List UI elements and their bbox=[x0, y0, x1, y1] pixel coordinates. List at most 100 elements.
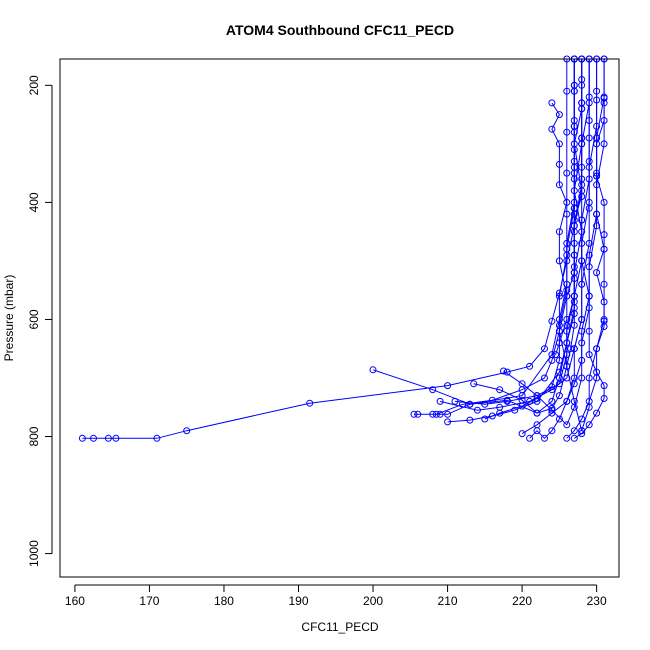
data-point bbox=[518, 402, 526, 410]
data-point bbox=[548, 99, 556, 107]
data-point bbox=[526, 362, 534, 370]
data-point bbox=[570, 175, 578, 183]
data-point bbox=[555, 111, 563, 119]
data-point bbox=[570, 298, 578, 306]
data-point bbox=[444, 418, 452, 426]
data-point bbox=[600, 231, 608, 239]
data-point bbox=[473, 406, 481, 414]
data-point bbox=[578, 280, 586, 288]
data-point bbox=[555, 327, 563, 335]
chart-title: ATOM4 Southbound CFC11_PECD bbox=[226, 22, 454, 38]
data-point bbox=[555, 292, 563, 300]
data-point bbox=[578, 374, 586, 382]
data-point bbox=[563, 421, 571, 429]
data-point bbox=[563, 292, 571, 300]
data-point bbox=[578, 193, 586, 200]
data-point bbox=[600, 117, 608, 124]
data-point bbox=[555, 356, 563, 364]
data-point bbox=[600, 140, 608, 148]
data-point bbox=[444, 410, 452, 418]
data-point bbox=[518, 380, 526, 388]
data-point bbox=[488, 412, 496, 420]
data-point bbox=[533, 427, 541, 435]
data-point bbox=[511, 406, 519, 414]
data-point bbox=[555, 228, 563, 236]
data-point bbox=[563, 169, 571, 177]
data-point bbox=[112, 434, 120, 442]
data-point bbox=[414, 410, 422, 418]
data-point bbox=[578, 163, 586, 171]
y-tick-label: 1000 bbox=[27, 540, 41, 567]
data-point bbox=[585, 251, 593, 259]
data-point bbox=[432, 410, 440, 418]
profile-line bbox=[581, 98, 605, 431]
data-point bbox=[552, 351, 560, 359]
data-point bbox=[570, 251, 578, 259]
data-point bbox=[600, 323, 608, 330]
data-point bbox=[563, 245, 571, 253]
x-tick-label: 230 bbox=[587, 594, 607, 608]
x-tick-label: 220 bbox=[512, 594, 532, 608]
data-point bbox=[585, 327, 593, 335]
y-tick-label: 400 bbox=[27, 192, 41, 212]
data-point bbox=[578, 76, 586, 83]
data-point bbox=[541, 345, 548, 353]
data-point bbox=[570, 397, 578, 405]
data-point bbox=[496, 409, 504, 417]
data-point bbox=[555, 415, 563, 423]
data-point bbox=[563, 316, 571, 323]
data-point bbox=[183, 427, 191, 435]
data-point bbox=[563, 128, 571, 136]
y-tick-label: 800 bbox=[27, 426, 41, 446]
data-point bbox=[570, 204, 578, 212]
data-point bbox=[563, 434, 571, 442]
data-point bbox=[369, 366, 377, 374]
data-point bbox=[585, 421, 593, 429]
x-tick-label: 160 bbox=[65, 594, 85, 608]
profile-series bbox=[432, 55, 571, 418]
data-point bbox=[436, 397, 444, 405]
data-point bbox=[459, 400, 466, 408]
data-point bbox=[585, 292, 593, 300]
data-point bbox=[429, 410, 437, 418]
data-point bbox=[593, 140, 601, 148]
data-point bbox=[555, 140, 563, 148]
data-point bbox=[570, 434, 578, 442]
data-point bbox=[555, 160, 563, 168]
data-point bbox=[570, 427, 578, 435]
data-point bbox=[541, 374, 548, 382]
data-point bbox=[563, 397, 571, 405]
data-point bbox=[585, 239, 593, 247]
data-point bbox=[570, 87, 578, 95]
data-point bbox=[585, 157, 593, 165]
data-point bbox=[555, 181, 563, 189]
data-point bbox=[533, 409, 541, 417]
data-point bbox=[600, 395, 608, 402]
x-tick-label: 180 bbox=[214, 594, 234, 608]
data-point bbox=[600, 298, 608, 306]
x-tick-label: 210 bbox=[438, 594, 458, 608]
data-point bbox=[570, 146, 578, 154]
data-point bbox=[518, 430, 526, 438]
data-point bbox=[585, 117, 593, 124]
data-point bbox=[470, 380, 478, 388]
data-point bbox=[548, 383, 556, 391]
data-point bbox=[578, 216, 586, 224]
data-point bbox=[563, 362, 571, 370]
data-point bbox=[451, 397, 459, 405]
data-point bbox=[600, 94, 608, 102]
data-point bbox=[78, 434, 86, 442]
x-axis-label: CFC11_PECD bbox=[301, 620, 378, 634]
plot-frame bbox=[59, 58, 620, 578]
data-point bbox=[526, 434, 534, 442]
axes: 160 170 180 190 200 210 220 230 200 400 600 800 1000 bbox=[27, 75, 607, 608]
data-point bbox=[481, 400, 489, 408]
x-tick-label: 170 bbox=[139, 594, 159, 608]
data-point bbox=[500, 367, 507, 375]
data-point bbox=[600, 382, 608, 390]
data-point bbox=[585, 403, 593, 411]
data-point bbox=[593, 172, 601, 180]
data-point bbox=[570, 345, 578, 353]
data-point bbox=[548, 397, 556, 405]
